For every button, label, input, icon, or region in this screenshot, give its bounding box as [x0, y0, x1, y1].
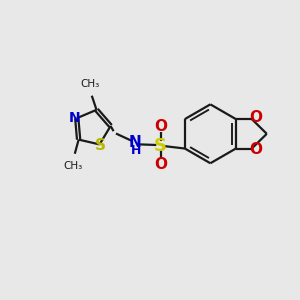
Text: O: O: [154, 157, 167, 172]
Text: O: O: [154, 119, 167, 134]
Text: CH₃: CH₃: [80, 79, 100, 89]
Text: O: O: [249, 110, 262, 125]
Text: H: H: [131, 144, 142, 157]
Text: S: S: [94, 137, 106, 152]
Text: CH₃: CH₃: [63, 160, 83, 170]
Text: O: O: [249, 142, 262, 158]
Text: N: N: [128, 135, 141, 150]
Text: S: S: [154, 136, 167, 154]
Text: N: N: [69, 111, 80, 124]
